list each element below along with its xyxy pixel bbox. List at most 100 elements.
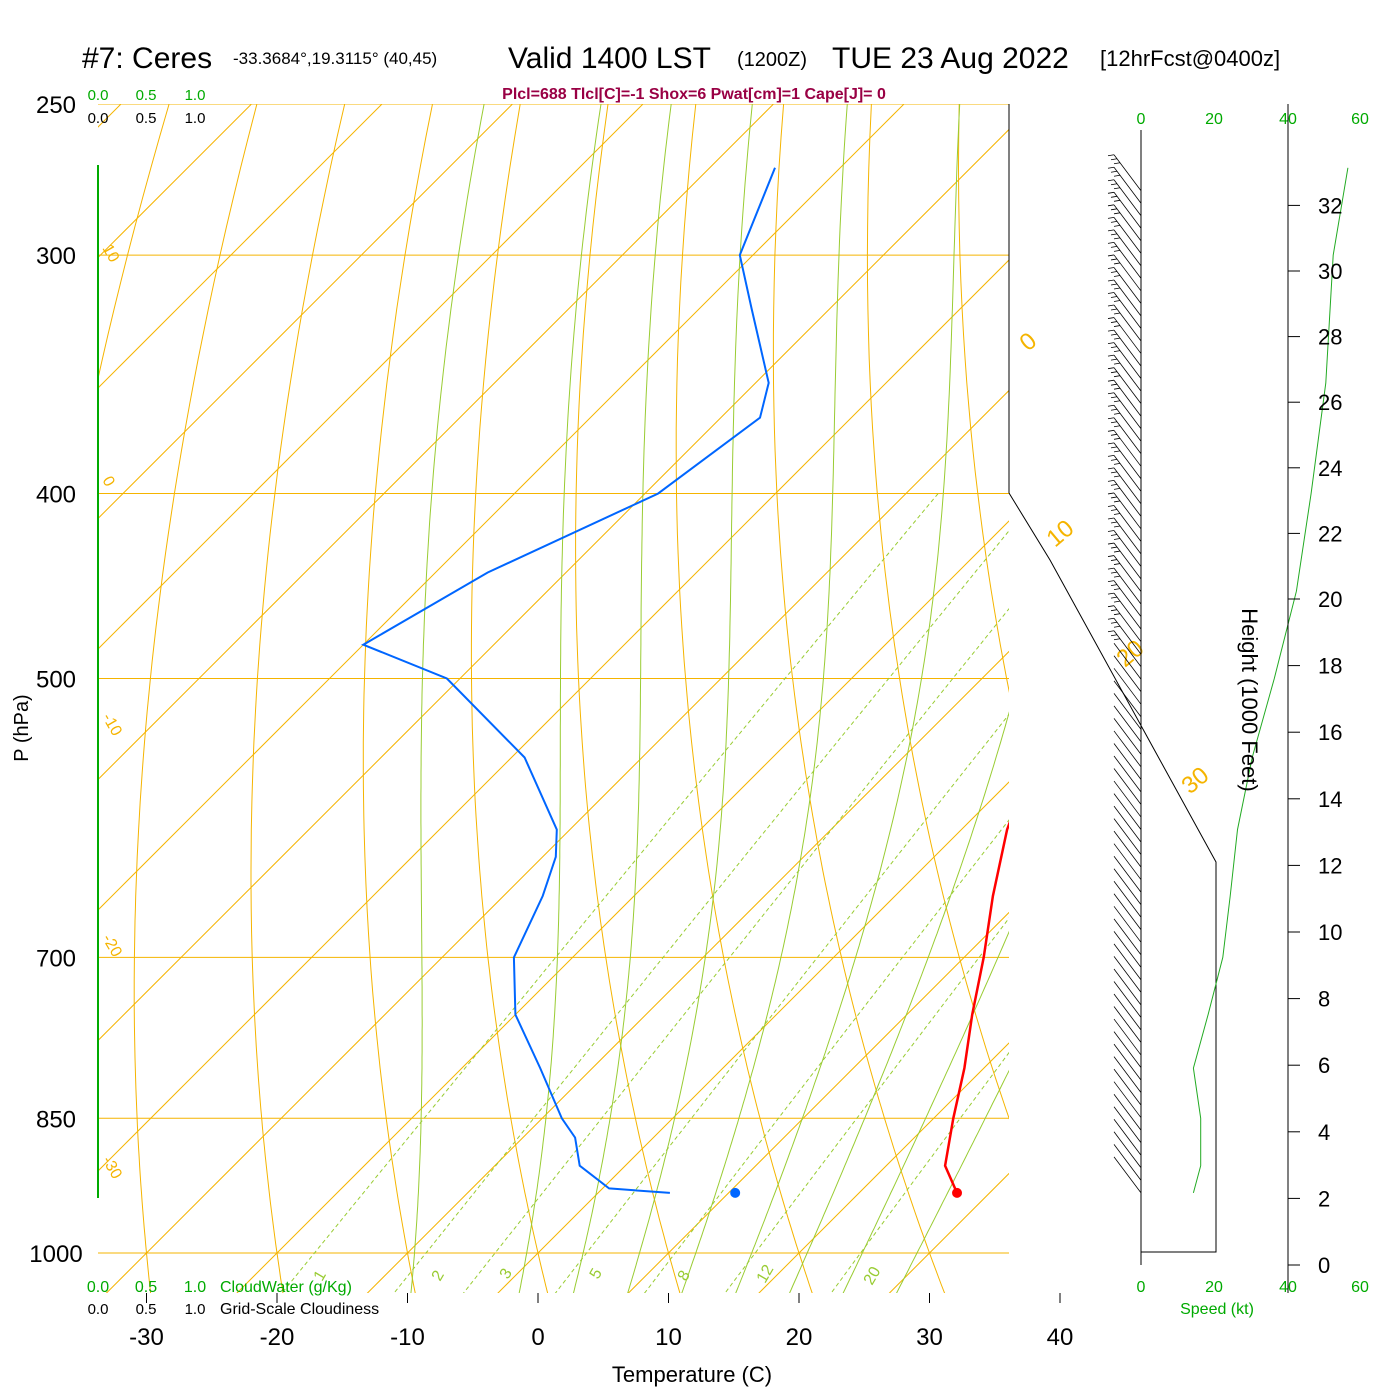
wind-barb-flag bbox=[1107, 254, 1115, 257]
x-tick-label: 20 bbox=[786, 1324, 813, 1351]
isotherm-line bbox=[98, 104, 253, 259]
wind-barb bbox=[1113, 329, 1142, 367]
wind-barb-flag bbox=[1107, 580, 1115, 583]
wind-barb-flag bbox=[1113, 174, 1121, 177]
wind-barb bbox=[1113, 730, 1142, 768]
wind-barb-flag bbox=[1113, 500, 1121, 503]
cloudiness-scale-top: 0.5 bbox=[136, 110, 157, 127]
height-tick-label: 10 bbox=[1318, 920, 1342, 945]
forecast-label: [12hrFcst@0400z] bbox=[1100, 46, 1280, 71]
mixing-ratio-line bbox=[462, 607, 1009, 1293]
wind-barb bbox=[1113, 417, 1142, 455]
x-tick-label: 40 bbox=[1047, 1324, 1074, 1351]
wind-barb bbox=[1113, 1018, 1142, 1056]
wind-barb-flag bbox=[1113, 437, 1121, 440]
height-tick-label: 30 bbox=[1318, 259, 1342, 284]
cloudwater-label: CloudWater (g/Kg) bbox=[220, 1279, 352, 1296]
wind-barb bbox=[1113, 755, 1142, 793]
wind-barb-flag bbox=[1107, 191, 1115, 194]
pressure-tick-label: 500 bbox=[36, 667, 76, 694]
wind-barb-flag bbox=[1110, 571, 1118, 574]
pressure-tick-label: 300 bbox=[36, 243, 76, 270]
wind-barb-flag bbox=[1113, 350, 1121, 353]
wind-barb bbox=[1113, 605, 1142, 642]
wind-barb-flag bbox=[1113, 513, 1121, 515]
wind-barb-flag bbox=[1107, 442, 1115, 445]
wind-barb-flag bbox=[1110, 346, 1118, 349]
wind-barb bbox=[1113, 793, 1142, 830]
wind-barb-flag bbox=[1110, 371, 1118, 374]
wind-barb-flag bbox=[1110, 308, 1118, 311]
wind-barb-flag bbox=[1113, 425, 1121, 428]
height-tick-label: 24 bbox=[1318, 456, 1342, 481]
wind-barb-flag bbox=[1107, 179, 1115, 182]
wind-barb-flag bbox=[1113, 237, 1121, 240]
isotherm-label: 10 bbox=[1042, 515, 1080, 553]
height-tick-label: 2 bbox=[1318, 1186, 1330, 1211]
isotherm-line bbox=[98, 104, 775, 781]
wind-barb bbox=[1113, 868, 1142, 905]
wind-barb-flag bbox=[1110, 621, 1118, 624]
moist-adiabat-line bbox=[789, 711, 1009, 1293]
wind-barb bbox=[1113, 743, 1142, 780]
utc-time: (1200Z) bbox=[737, 49, 807, 71]
wind-barb bbox=[1113, 768, 1142, 805]
wind-barb bbox=[1113, 467, 1142, 505]
wind-barb-flag bbox=[1110, 546, 1118, 549]
isotherm-line bbox=[98, 104, 905, 911]
wind-barb-flag bbox=[1113, 212, 1121, 215]
wind-barb bbox=[1113, 1093, 1142, 1131]
wind-barb bbox=[1113, 630, 1142, 667]
wind-barb-flag bbox=[1113, 312, 1121, 315]
wind-barb bbox=[1113, 1156, 1142, 1194]
isotherm-line bbox=[98, 104, 514, 520]
wind-barb-flag bbox=[1110, 220, 1118, 223]
wind-barb-flag bbox=[1110, 321, 1118, 323]
wind-barb-flag bbox=[1113, 450, 1121, 453]
wind-barb bbox=[1113, 968, 1142, 1006]
isotherm-line bbox=[98, 104, 383, 389]
wind-barb-flag bbox=[1107, 354, 1115, 357]
mixing-ratio-label: 2 bbox=[429, 1268, 448, 1284]
wind-barb-flag bbox=[1110, 634, 1118, 637]
wind-barb bbox=[1113, 580, 1142, 617]
wind-barb-flag bbox=[1113, 400, 1121, 403]
wind-barb-flag bbox=[1113, 337, 1121, 340]
wind-barb bbox=[1113, 455, 1142, 492]
wind-speed-label: Speed (kt) bbox=[1180, 1301, 1254, 1318]
x-tick-label: 10 bbox=[655, 1324, 682, 1351]
wind-barb-flag bbox=[1113, 287, 1121, 290]
wind-barb bbox=[1113, 367, 1142, 404]
isotherm-line bbox=[105, 389, 1009, 1293]
moist-adiabat-line bbox=[842, 930, 1009, 1293]
wind-barb-flag bbox=[1113, 588, 1121, 591]
x-tick-label: -30 bbox=[129, 1324, 164, 1351]
height-tick-label: 26 bbox=[1318, 390, 1342, 415]
wind-barb-flag bbox=[1107, 404, 1115, 407]
wind-barb-flag bbox=[1113, 387, 1121, 390]
wind-barb bbox=[1113, 354, 1142, 392]
wind-barb-flag bbox=[1110, 609, 1118, 612]
mixing-ratio-line bbox=[830, 1051, 1009, 1293]
mixing-ratio-line bbox=[281, 493, 939, 1293]
wind-barb bbox=[1113, 805, 1142, 843]
wind-barb bbox=[1113, 1106, 1142, 1143]
wind-barb bbox=[1113, 279, 1142, 317]
wind-barb-flag bbox=[1110, 383, 1118, 386]
wind-barb-flag bbox=[1110, 233, 1118, 236]
wind-barb bbox=[1113, 567, 1142, 605]
wind-barb-flag bbox=[1107, 505, 1115, 507]
wind-barb-flag bbox=[1113, 488, 1121, 490]
isotherm-line bbox=[236, 520, 1009, 1293]
wind-barb bbox=[1113, 881, 1142, 918]
wind-barb-flag bbox=[1110, 559, 1118, 561]
wind-barb-flag bbox=[1110, 433, 1118, 436]
wind-barb bbox=[1113, 204, 1142, 242]
wind-barb bbox=[1113, 680, 1142, 718]
wind-barb bbox=[1113, 379, 1142, 417]
wind-barb-flag bbox=[1110, 584, 1118, 587]
wind-barb-flag bbox=[1110, 258, 1118, 261]
wind-barb-flag bbox=[1107, 379, 1115, 382]
wind-barb bbox=[1113, 1068, 1142, 1106]
height-tick-label: 22 bbox=[1318, 521, 1342, 546]
